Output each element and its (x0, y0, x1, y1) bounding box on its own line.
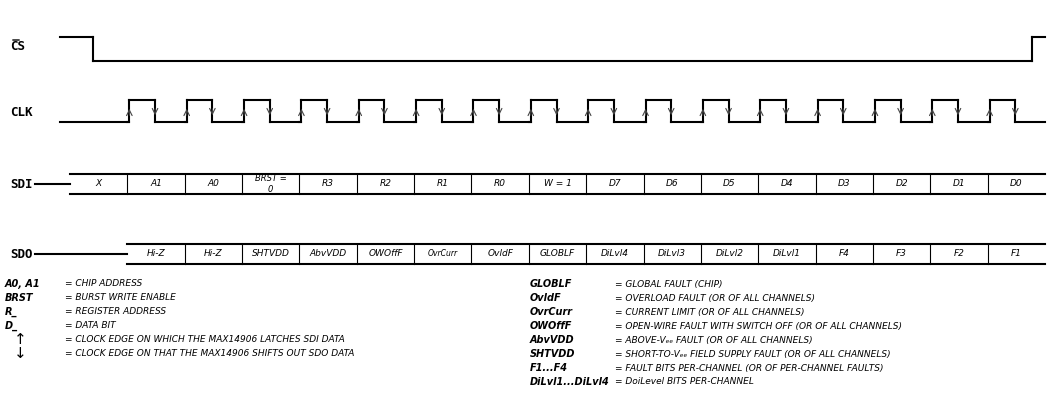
Text: BRST =
0: BRST = 0 (255, 174, 287, 194)
Text: R_: R_ (5, 307, 17, 317)
Text: OvrCurr: OvrCurr (428, 249, 457, 258)
Text: D3: D3 (838, 180, 851, 189)
Text: SDI: SDI (9, 178, 33, 191)
Text: GLOBLF: GLOBLF (530, 279, 572, 289)
Text: F1: F1 (1011, 249, 1021, 258)
Text: = OPEN-WIRE FAULT WITH SWITCH OFF (OR OF ALL CHANNELS): = OPEN-WIRE FAULT WITH SWITCH OFF (OR OF… (614, 321, 902, 330)
Text: AbvVDD: AbvVDD (310, 249, 347, 258)
Text: OWOffF: OWOffF (368, 249, 403, 258)
Text: = OVERLOAD FAULT (OR OF ALL CHANNELS): = OVERLOAD FAULT (OR OF ALL CHANNELS) (614, 294, 815, 303)
Text: DiLvl3: DiLvl3 (658, 249, 686, 258)
Text: = DATA BIT: = DATA BIT (65, 321, 116, 330)
Text: R1: R1 (436, 180, 449, 189)
Text: W = 1: W = 1 (544, 180, 571, 189)
Text: = GLOBAL FAULT (CHIP): = GLOBAL FAULT (CHIP) (614, 279, 722, 288)
Text: F2: F2 (954, 249, 964, 258)
Text: F1...F4: F1...F4 (530, 363, 568, 373)
Text: DiLvl4: DiLvl4 (601, 249, 629, 258)
Text: = SHORT-TO-Vₑₑ FIELD SUPPLY FAULT (OR OF ALL CHANNELS): = SHORT-TO-Vₑₑ FIELD SUPPLY FAULT (OR OF… (614, 350, 891, 359)
Text: SHTVDD: SHTVDD (252, 249, 290, 258)
Text: = BURST WRITE ENABLE: = BURST WRITE ENABLE (65, 294, 176, 303)
Text: D2: D2 (895, 180, 907, 189)
Text: = DoiLevel BITS PER-CHANNEL: = DoiLevel BITS PER-CHANNEL (614, 378, 754, 387)
Text: F3: F3 (896, 249, 907, 258)
Text: SDO: SDO (9, 247, 33, 261)
Text: D1: D1 (953, 180, 965, 189)
Text: A1: A1 (150, 180, 162, 189)
Text: DiLvl1: DiLvl1 (773, 249, 801, 258)
Text: ↑: ↑ (14, 333, 26, 348)
Text: = CURRENT LIMIT (OR OF ALL CHANNELS): = CURRENT LIMIT (OR OF ALL CHANNELS) (614, 308, 804, 317)
Text: D0: D0 (1010, 180, 1022, 189)
Text: CLK: CLK (9, 106, 33, 119)
Text: D6: D6 (666, 180, 679, 189)
Text: = CHIP ADDRESS: = CHIP ADDRESS (65, 279, 142, 288)
Text: A0: A0 (208, 180, 219, 189)
Text: D5: D5 (723, 180, 736, 189)
Text: GLOBLF: GLOBLF (540, 249, 575, 258)
Text: DiLvl1...DiLvl4: DiLvl1...DiLvl4 (530, 377, 610, 387)
Text: DiLvl2: DiLvl2 (716, 249, 743, 258)
Text: D4: D4 (781, 180, 794, 189)
Text: OvrCurr: OvrCurr (530, 307, 573, 317)
Text: A0, A1: A0, A1 (5, 279, 41, 289)
Text: BRST: BRST (5, 293, 34, 303)
Text: X: X (96, 180, 102, 189)
Text: = REGISTER ADDRESS: = REGISTER ADDRESS (65, 308, 167, 317)
Text: Hi-Z: Hi-Z (204, 249, 222, 258)
Text: OWOffF: OWOffF (530, 321, 572, 331)
Text: CS: CS (9, 40, 25, 54)
Text: = CLOCK EDGE ON THAT THE MAX14906 SHIFTS OUT SDO DATA: = CLOCK EDGE ON THAT THE MAX14906 SHIFTS… (65, 350, 354, 359)
Text: SHTVDD: SHTVDD (530, 349, 575, 359)
Text: OvldF: OvldF (530, 293, 562, 303)
Text: D_: D_ (5, 321, 18, 331)
Text: R0: R0 (494, 180, 506, 189)
Text: R3: R3 (323, 180, 334, 189)
Text: R2: R2 (379, 180, 391, 189)
Text: OvldF: OvldF (487, 249, 513, 258)
Text: AbvVDD: AbvVDD (530, 335, 574, 345)
Text: = FAULT BITS PER-CHANNEL (OR OF PER-CHANNEL FAULTS): = FAULT BITS PER-CHANNEL (OR OF PER-CHAN… (614, 364, 883, 373)
Text: = ABOVE-Vₑₑ FAULT (OR OF ALL CHANNELS): = ABOVE-Vₑₑ FAULT (OR OF ALL CHANNELS) (614, 335, 813, 344)
Text: F4: F4 (839, 249, 850, 258)
Text: Hi-Z: Hi-Z (147, 249, 165, 258)
Text: ↓: ↓ (14, 346, 26, 362)
Text: = CLOCK EDGE ON WHICH THE MAX14906 LATCHES SDI DATA: = CLOCK EDGE ON WHICH THE MAX14906 LATCH… (65, 335, 345, 344)
Text: D7: D7 (608, 180, 621, 189)
